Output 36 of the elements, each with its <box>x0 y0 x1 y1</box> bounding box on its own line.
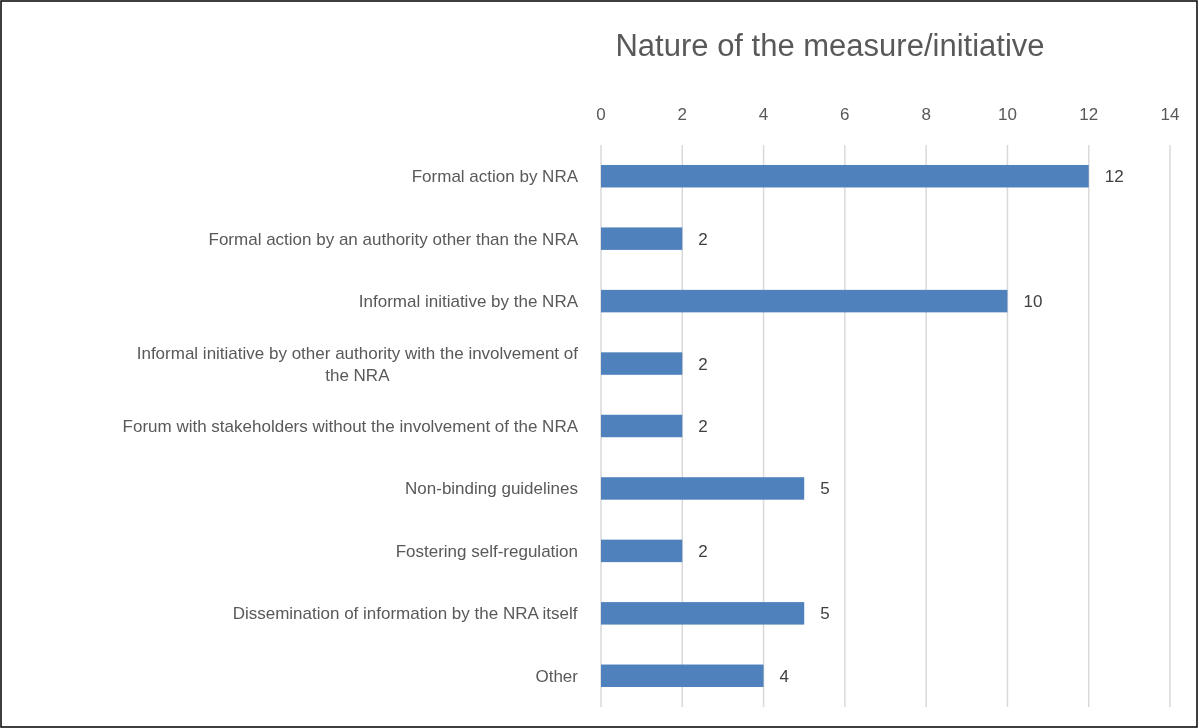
bar <box>601 227 683 250</box>
data-label: 2 <box>698 229 708 249</box>
x-tick-label: 0 <box>596 105 606 124</box>
x-tick-label: 14 <box>1160 105 1180 124</box>
x-tick-label: 12 <box>1079 105 1099 124</box>
bar <box>601 164 1089 188</box>
y-tick-label: Formal action by NRA <box>411 167 579 187</box>
x-tick-label: 4 <box>758 105 769 124</box>
data-label: 4 <box>779 666 790 686</box>
data-label: 5 <box>820 604 830 624</box>
y-tick-label: Non-binding guidelines <box>405 479 579 499</box>
y-tick-label: Informal initiative by other authority with the involvement of the NRA <box>136 343 579 385</box>
x-tick-label: 6 <box>840 105 850 124</box>
chart-title: Nature of the measure/initiative <box>615 28 1045 63</box>
y-tick-label: Other <box>535 666 579 686</box>
bar <box>601 414 683 438</box>
y-tick-label: Forum with stakeholders without the involvement of the NRA <box>122 417 579 436</box>
data-label: 2 <box>698 354 708 374</box>
data-label: 12 <box>1104 167 1124 187</box>
x-tick-label: 10 <box>997 105 1017 124</box>
data-label: 2 <box>698 541 708 561</box>
bar <box>601 289 1008 313</box>
data-label: 2 <box>698 417 708 436</box>
y-tick-label: Dissemination of information by the NRA itself <box>232 604 578 624</box>
x-tick-label: 2 <box>677 105 688 124</box>
bar <box>601 602 805 625</box>
y-tick-label: Fostering self-regulation <box>395 541 578 561</box>
y-tick-label: Informal initiative by the NRA <box>358 292 579 312</box>
data-label: 5 <box>820 479 830 499</box>
bar <box>601 664 764 688</box>
data-label: 10 <box>1023 292 1043 312</box>
bar <box>601 477 805 500</box>
bar <box>601 352 683 375</box>
y-tick-label: Formal action by an authority other than the NRA <box>208 229 579 249</box>
bar <box>601 539 683 563</box>
x-tick-label: 8 <box>921 105 931 124</box>
